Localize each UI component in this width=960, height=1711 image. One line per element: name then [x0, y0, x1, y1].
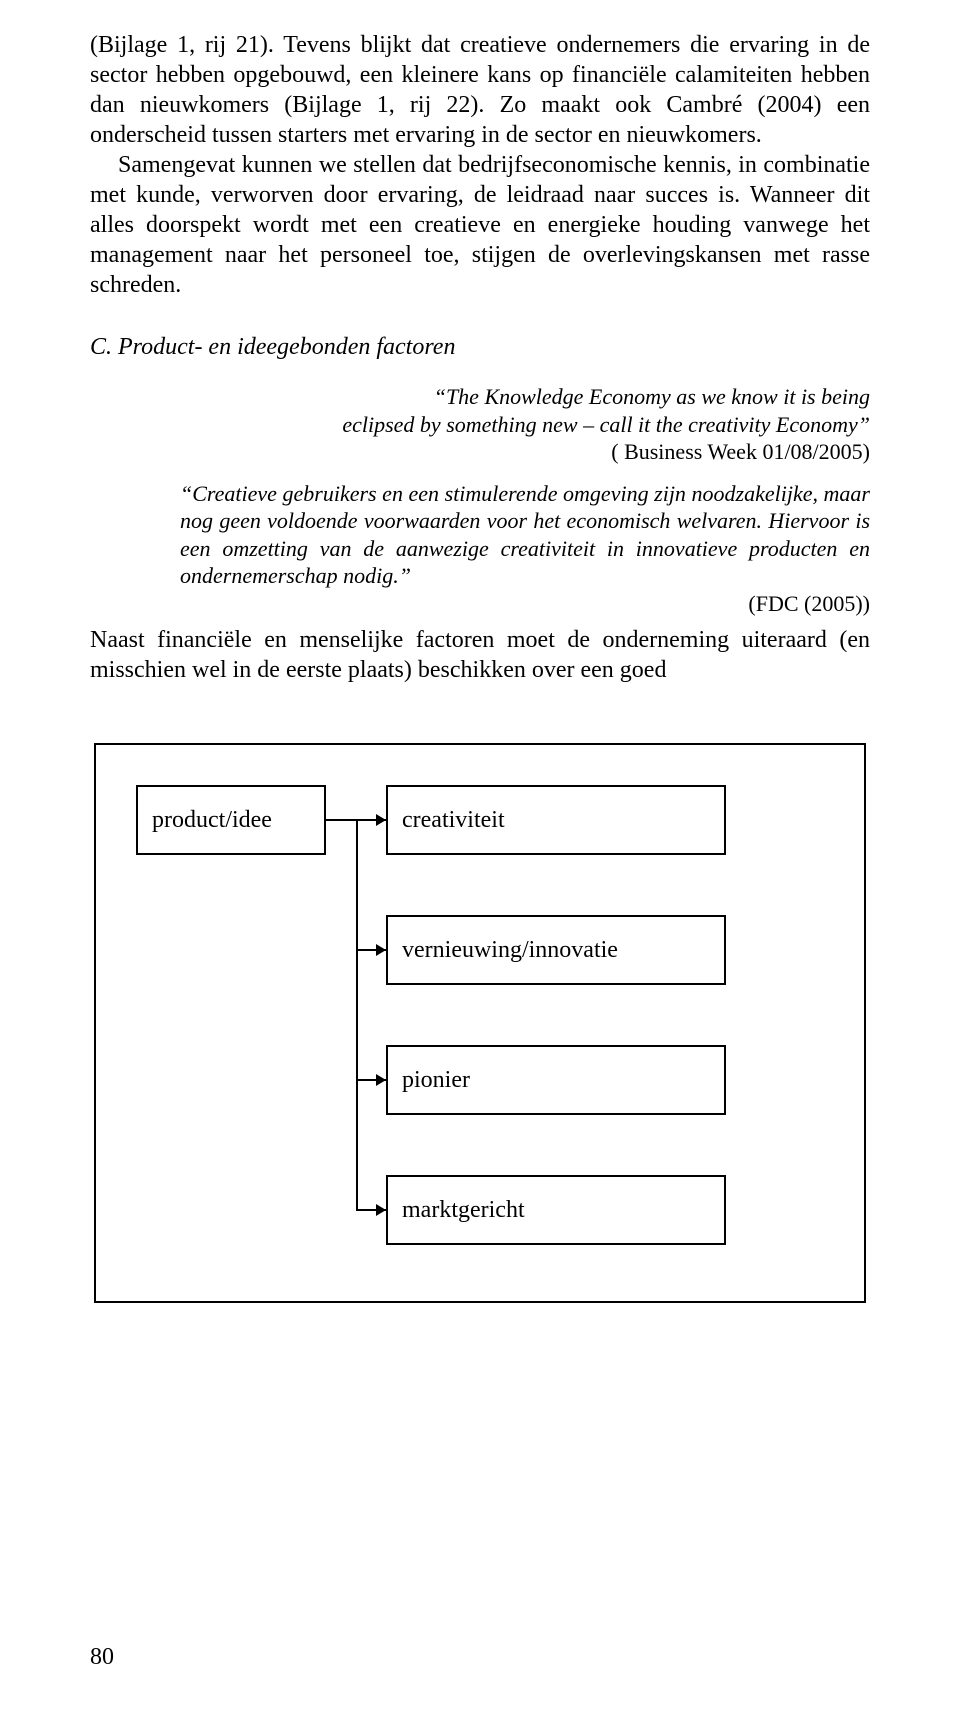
diagram-child-label: pionier — [402, 1067, 470, 1094]
quote1-source: ( Business Week 01/08/2005) — [180, 438, 870, 466]
arrow-right-icon — [376, 1204, 386, 1216]
arrow-right-icon — [376, 814, 386, 826]
diagram-child-node: marktgericht — [386, 1175, 726, 1245]
arrow-right-icon — [376, 1074, 386, 1086]
diagram-root-node: product/idee — [136, 785, 326, 855]
quote1-line1: “The Knowledge Economy as we know it is … — [180, 383, 870, 411]
diagram-child-node: creativiteit — [386, 785, 726, 855]
diagram-child-label: creativiteit — [402, 807, 505, 834]
page: (Bijlage 1, rij 21). Tevens blijkt dat c… — [0, 0, 960, 1711]
diagram-container: product/idee creativiteit vernieuwing/inn… — [94, 743, 866, 1303]
quote2-body: “Creatieve gebruikers en een stimulerend… — [180, 480, 870, 590]
quote1-line2: eclipsed by something new – call it the … — [180, 411, 870, 439]
page-number: 80 — [90, 1644, 114, 1671]
diagram-child-label: marktgericht — [402, 1197, 525, 1224]
diagram-root-label: product/idee — [152, 807, 272, 834]
diagram-child-node: pionier — [386, 1045, 726, 1115]
followup-paragraph: Naast financiële en menselijke factoren … — [90, 625, 870, 685]
arrow-right-icon — [376, 944, 386, 956]
diagram-connector-root-h — [326, 819, 356, 821]
diagram-connector-trunk — [356, 819, 358, 1211]
paragraph-1: (Bijlage 1, rij 21). Tevens blijkt dat c… — [90, 30, 870, 150]
paragraph-2: Samengevat kunnen we stellen dat bedrijf… — [90, 150, 870, 300]
section-heading: C. Product- en ideegebonden factoren — [90, 334, 870, 361]
diagram-child-label: vernieuwing/innovatie — [402, 937, 618, 964]
diagram-child-node: vernieuwing/innovatie — [386, 915, 726, 985]
quote2-source: (FDC (2005)) — [180, 590, 870, 618]
quote-block: “The Knowledge Economy as we know it is … — [180, 383, 870, 617]
